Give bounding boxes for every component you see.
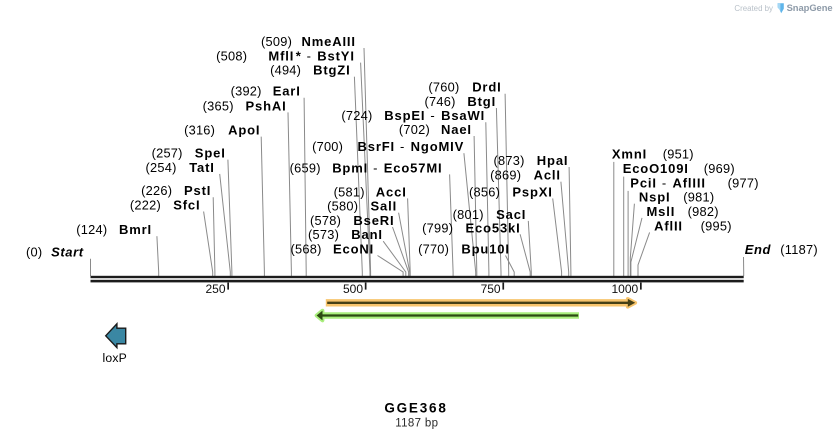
svg-text:BanI: BanI: [351, 227, 383, 242]
svg-text:SnapGene: SnapGene: [787, 2, 833, 13]
svg-text:Created by: Created by: [734, 4, 773, 13]
svg-text:(856): (856): [469, 184, 500, 199]
svg-text:AflII: AflII: [654, 218, 683, 233]
svg-text:SalI: SalI: [371, 199, 398, 214]
svg-text:End: End: [745, 242, 772, 257]
svg-text:(869): (869): [490, 168, 521, 183]
svg-text:MflI*-BstYI: MflI * - BstYI: [268, 49, 354, 64]
svg-text:Eco53kI: Eco53kI: [466, 220, 521, 235]
svg-text:(799): (799): [422, 220, 453, 235]
svg-text:500: 500: [343, 282, 363, 296]
svg-text:(316): (316): [184, 123, 215, 138]
svg-text:(580): (580): [327, 199, 358, 214]
svg-text:BspEI-BsaWI: BspEI - BsaWI: [384, 108, 485, 123]
svg-text:(494): (494): [270, 63, 301, 78]
svg-text:EarI: EarI: [273, 84, 301, 99]
svg-text:AccI: AccI: [376, 184, 407, 199]
svg-text:loxP: loxP: [102, 351, 127, 365]
svg-text:BmrI: BmrI: [119, 222, 152, 237]
svg-text:1000: 1000: [611, 282, 638, 296]
svg-text:(982): (982): [688, 204, 719, 219]
svg-text:SpeI: SpeI: [195, 146, 226, 161]
svg-text:(222): (222): [130, 198, 161, 213]
svg-text:NspI: NspI: [639, 190, 671, 205]
svg-text:(702): (702): [399, 122, 430, 137]
svg-text:(568): (568): [290, 242, 321, 257]
svg-text:ApoI: ApoI: [228, 123, 260, 138]
svg-text:(124): (124): [76, 222, 107, 237]
svg-text:(951): (951): [663, 146, 694, 161]
svg-text:(977): (977): [728, 175, 759, 190]
svg-text:XmnI: XmnI: [612, 146, 647, 161]
svg-text:Bpu10I: Bpu10I: [461, 242, 509, 257]
svg-text:(724): (724): [341, 108, 372, 123]
svg-text:PciI-AflIII: PciI - AflIII: [630, 175, 705, 190]
svg-text:250: 250: [205, 282, 225, 296]
svg-text:HpaI: HpaI: [537, 153, 569, 168]
svg-text:(254): (254): [145, 160, 176, 175]
svg-text:EcoNI: EcoNI: [333, 242, 374, 257]
svg-text:AclI: AclI: [534, 168, 561, 183]
svg-text:(226): (226): [141, 183, 172, 198]
svg-text:BseRI: BseRI: [353, 213, 394, 228]
svg-text:(981): (981): [683, 190, 714, 205]
svg-text:(659): (659): [290, 160, 321, 175]
svg-text:SfcI: SfcI: [173, 198, 200, 213]
svg-text:(700): (700): [312, 139, 343, 154]
svg-text:(573): (573): [308, 227, 339, 242]
svg-text:BtgI: BtgI: [467, 94, 496, 109]
svg-text:(873): (873): [493, 153, 524, 168]
svg-text:(392): (392): [231, 84, 262, 99]
svg-text:EcoO109I: EcoO109I: [623, 161, 689, 176]
svg-text:(365): (365): [203, 98, 234, 113]
svg-text:DrdI: DrdI: [472, 80, 501, 95]
svg-text:NaeI: NaeI: [441, 122, 472, 137]
svg-text:(578): (578): [310, 213, 341, 228]
svg-text:(508): (508): [216, 49, 247, 64]
svg-text:BtgZI: BtgZI: [313, 63, 350, 78]
svg-text:Start: Start: [51, 245, 84, 260]
svg-text:(760): (760): [428, 80, 459, 95]
svg-text:(1187): (1187): [780, 242, 818, 257]
svg-text:GGE368: GGE368: [384, 400, 447, 415]
svg-text:SacI: SacI: [496, 207, 526, 222]
svg-text:(995): (995): [701, 218, 732, 233]
svg-text:NmeAIII: NmeAIII: [302, 34, 356, 49]
svg-text:750: 750: [481, 282, 501, 296]
svg-text:BpmI-Eco57MI: BpmI - Eco57MI: [332, 160, 442, 175]
svg-text:PshAI: PshAI: [246, 98, 287, 113]
svg-text:(0): (0): [26, 245, 42, 260]
svg-text:PspXI: PspXI: [512, 184, 552, 199]
svg-text:(746): (746): [424, 94, 455, 109]
svg-text:BsrFI-NgoMIV: BsrFI - NgoMIV: [358, 139, 465, 154]
svg-text:(969): (969): [704, 161, 735, 176]
svg-text:(770): (770): [418, 242, 449, 257]
svg-text:MslI: MslI: [647, 204, 676, 219]
svg-text:1187 bp: 1187 bp: [395, 418, 438, 430]
svg-text:(801): (801): [453, 207, 484, 222]
svg-text:(257): (257): [152, 146, 183, 161]
svg-text:(581): (581): [334, 184, 365, 199]
svg-text:PstI: PstI: [184, 183, 211, 198]
svg-text:TatI: TatI: [189, 160, 215, 175]
svg-text:(509): (509): [261, 34, 292, 49]
